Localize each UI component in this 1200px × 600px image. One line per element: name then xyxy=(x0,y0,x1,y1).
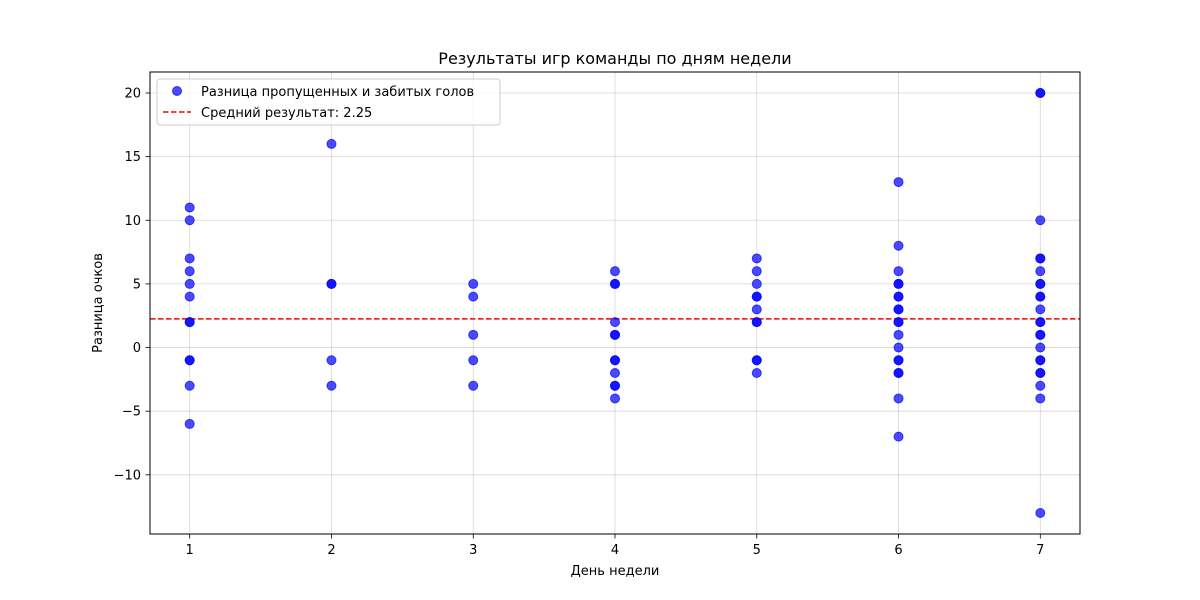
data-point xyxy=(1035,329,1046,340)
y-tick-label: 5 xyxy=(133,277,141,292)
data-point xyxy=(893,393,904,404)
y-tick-label: 15 xyxy=(124,150,141,165)
data-point xyxy=(468,291,479,302)
data-point xyxy=(184,278,195,289)
data-point xyxy=(1035,291,1046,302)
data-point xyxy=(1035,342,1046,353)
data-point xyxy=(1035,266,1046,277)
data-point xyxy=(1035,215,1046,226)
data-point xyxy=(1035,393,1046,404)
data-points xyxy=(184,88,1046,518)
data-point xyxy=(610,368,620,378)
data-point xyxy=(1035,253,1046,264)
data-point xyxy=(1035,368,1046,378)
y-axis-ticks: −10 −5 0 5 10 15 20 xyxy=(114,87,150,483)
data-point xyxy=(184,266,195,277)
data-point xyxy=(184,291,195,302)
data-point xyxy=(184,317,195,328)
data-point xyxy=(893,431,904,442)
data-point xyxy=(751,368,762,378)
data-point xyxy=(326,138,337,149)
data-point xyxy=(468,278,479,289)
legend-series-marker xyxy=(172,86,182,96)
y-tick-label: 0 xyxy=(133,341,141,356)
data-point xyxy=(893,342,904,353)
y-axis-label: Разница очков xyxy=(91,253,106,353)
legend-frame xyxy=(156,78,501,126)
y-tick-label: −5 xyxy=(122,405,141,420)
data-point xyxy=(751,266,762,277)
x-tick-label: 1 xyxy=(186,543,194,558)
data-point xyxy=(751,355,762,366)
data-point xyxy=(893,291,904,302)
y-tick-label: 20 xyxy=(124,87,141,102)
x-tick-label: 5 xyxy=(753,543,761,558)
chart-title: Результаты игр команды по дням недели xyxy=(438,49,791,68)
y-tick-label: 10 xyxy=(124,214,141,229)
data-point xyxy=(326,278,337,289)
data-point xyxy=(751,304,762,315)
x-tick-label: 7 xyxy=(1036,543,1044,558)
data-point xyxy=(610,329,620,340)
data-point xyxy=(893,240,904,251)
data-point xyxy=(1035,317,1046,328)
data-point xyxy=(184,380,195,391)
data-point xyxy=(893,329,904,340)
data-point xyxy=(468,329,479,340)
data-point xyxy=(893,317,904,328)
data-point xyxy=(751,291,762,302)
data-point xyxy=(610,393,620,404)
data-point xyxy=(751,278,762,289)
y-tick-label: −10 xyxy=(114,468,141,483)
data-point xyxy=(893,355,904,366)
data-point xyxy=(326,355,337,366)
data-point xyxy=(893,177,904,188)
data-point xyxy=(893,304,904,315)
data-point xyxy=(893,266,904,277)
data-point xyxy=(1035,304,1046,315)
x-tick-label: 3 xyxy=(469,543,477,558)
x-tick-label: 2 xyxy=(327,543,335,558)
data-point xyxy=(1035,380,1046,391)
data-point xyxy=(1035,508,1046,518)
x-tick-label: 6 xyxy=(894,543,902,558)
data-point xyxy=(184,418,195,429)
data-point xyxy=(1035,88,1046,98)
data-point xyxy=(1035,278,1046,289)
data-point xyxy=(893,278,904,289)
x-axis-label: День недели xyxy=(571,564,660,579)
legend-reference-line-label: Средний результат: 2.25 xyxy=(201,106,372,121)
data-point xyxy=(184,253,195,264)
legend-series-label: Разница пропущенных и забитых голов xyxy=(201,85,474,100)
data-point xyxy=(184,355,195,366)
data-point xyxy=(610,317,620,328)
data-point xyxy=(610,266,620,277)
data-point xyxy=(610,380,620,391)
data-point xyxy=(893,368,904,378)
data-point xyxy=(184,202,195,213)
data-point xyxy=(751,317,762,328)
x-axis-ticks: 1 2 3 4 5 6 7 xyxy=(186,534,1044,558)
data-point xyxy=(1035,355,1046,366)
legend: Разница пропущенных и забитых голов Сред… xyxy=(156,78,501,126)
data-point xyxy=(468,380,479,391)
data-point xyxy=(326,380,337,391)
data-point xyxy=(184,215,195,226)
x-tick-label: 4 xyxy=(611,543,619,558)
data-point xyxy=(751,253,762,264)
data-point xyxy=(610,278,620,289)
data-point xyxy=(468,355,479,366)
data-point xyxy=(610,355,620,366)
